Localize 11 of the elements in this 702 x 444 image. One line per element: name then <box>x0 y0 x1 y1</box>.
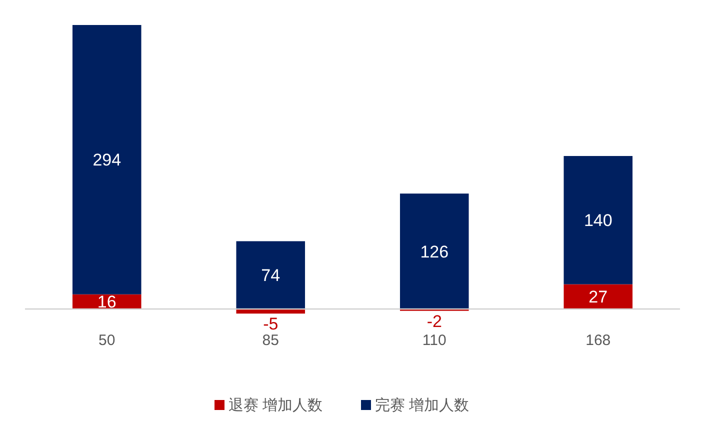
legend-label: 退赛 增加人数 <box>228 397 323 414</box>
bar <box>72 25 142 294</box>
bar <box>564 156 633 284</box>
bar <box>564 284 633 309</box>
x-tick-label: 110 <box>422 332 446 349</box>
legend-label: 完赛 增加人数 <box>375 397 470 414</box>
x-tick-label: 168 <box>586 332 611 349</box>
bar <box>236 241 306 309</box>
bar <box>400 194 469 309</box>
x-tick-label: 50 <box>98 332 116 349</box>
x-tick-label: 85 <box>262 332 279 349</box>
